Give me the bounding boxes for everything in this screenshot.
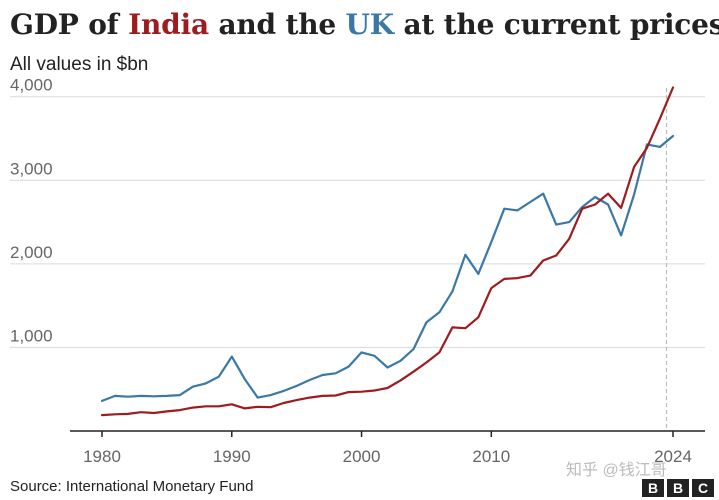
x-axis: 1980 1990 2000 2010 2024 (70, 430, 705, 466)
source-note: Source: International Monetary Fund (10, 478, 254, 495)
title-suffix: at the current prices (393, 8, 719, 41)
y-tick-label: 1,000 (10, 326, 53, 345)
bbc-logo-letter: B (667, 479, 689, 497)
x-tick-label: 2024 (654, 447, 692, 466)
x-tick-label: 2010 (472, 447, 510, 466)
bbc-logo-letter: B (642, 479, 664, 497)
bbc-logo-letter: C (692, 479, 714, 497)
series-line-uk (100, 134, 675, 402)
title-uk: UK (345, 8, 395, 41)
title-india: India (128, 8, 209, 41)
x-tick-label: 1990 (213, 447, 251, 466)
y-tick-label: 4,000 (10, 76, 53, 95)
x-tick-label: 2000 (343, 447, 381, 466)
gridlines (10, 96, 705, 348)
series-line-india (100, 86, 675, 417)
watermark-text: 知乎 @钱江哥 (566, 462, 667, 479)
y-axis-labels: 1,000 2,000 3,000 4,000 (10, 76, 53, 346)
x-tick-label: 1980 (83, 447, 121, 466)
title-prefix: GDP of (10, 8, 129, 41)
y-tick-label: 3,000 (10, 159, 53, 178)
title-middle: and the (208, 8, 346, 41)
chart-subtitle: All values in $bn (10, 54, 149, 75)
chart-title: GDP of India and the UK at the current p… (10, 8, 719, 41)
bbc-logo: B B C (642, 479, 714, 497)
y-tick-label: 2,000 (10, 243, 53, 262)
series-lines (100, 86, 675, 417)
